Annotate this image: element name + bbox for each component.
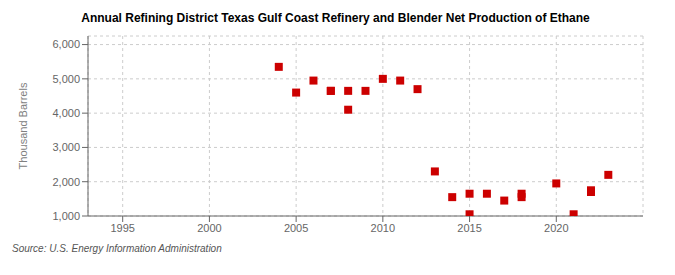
svg-text:2,000: 2,000 xyxy=(52,176,80,188)
svg-text:1995: 1995 xyxy=(110,222,134,234)
svg-text:Thousand Barrels: Thousand Barrels xyxy=(17,82,29,169)
svg-text:5,000: 5,000 xyxy=(52,73,80,85)
svg-text:6,000: 6,000 xyxy=(52,38,80,50)
svg-text:3,000: 3,000 xyxy=(52,141,80,153)
html-text:Source: U.S. Energy Informatio: Source: U.S. Energy Information Administ… xyxy=(12,243,222,254)
svg-text:2005: 2005 xyxy=(284,222,308,234)
svg-text:2015: 2015 xyxy=(457,222,481,234)
svg-text:1,000: 1,000 xyxy=(52,210,80,222)
svg-text:2020: 2020 xyxy=(544,222,568,234)
html-text:Annual Refining District Texas: Annual Refining District Texas Gulf Coas… xyxy=(81,11,590,25)
svg-text:2000: 2000 xyxy=(197,222,221,234)
svg-text:2010: 2010 xyxy=(371,222,395,234)
svg-text:4,000: 4,000 xyxy=(52,107,80,119)
